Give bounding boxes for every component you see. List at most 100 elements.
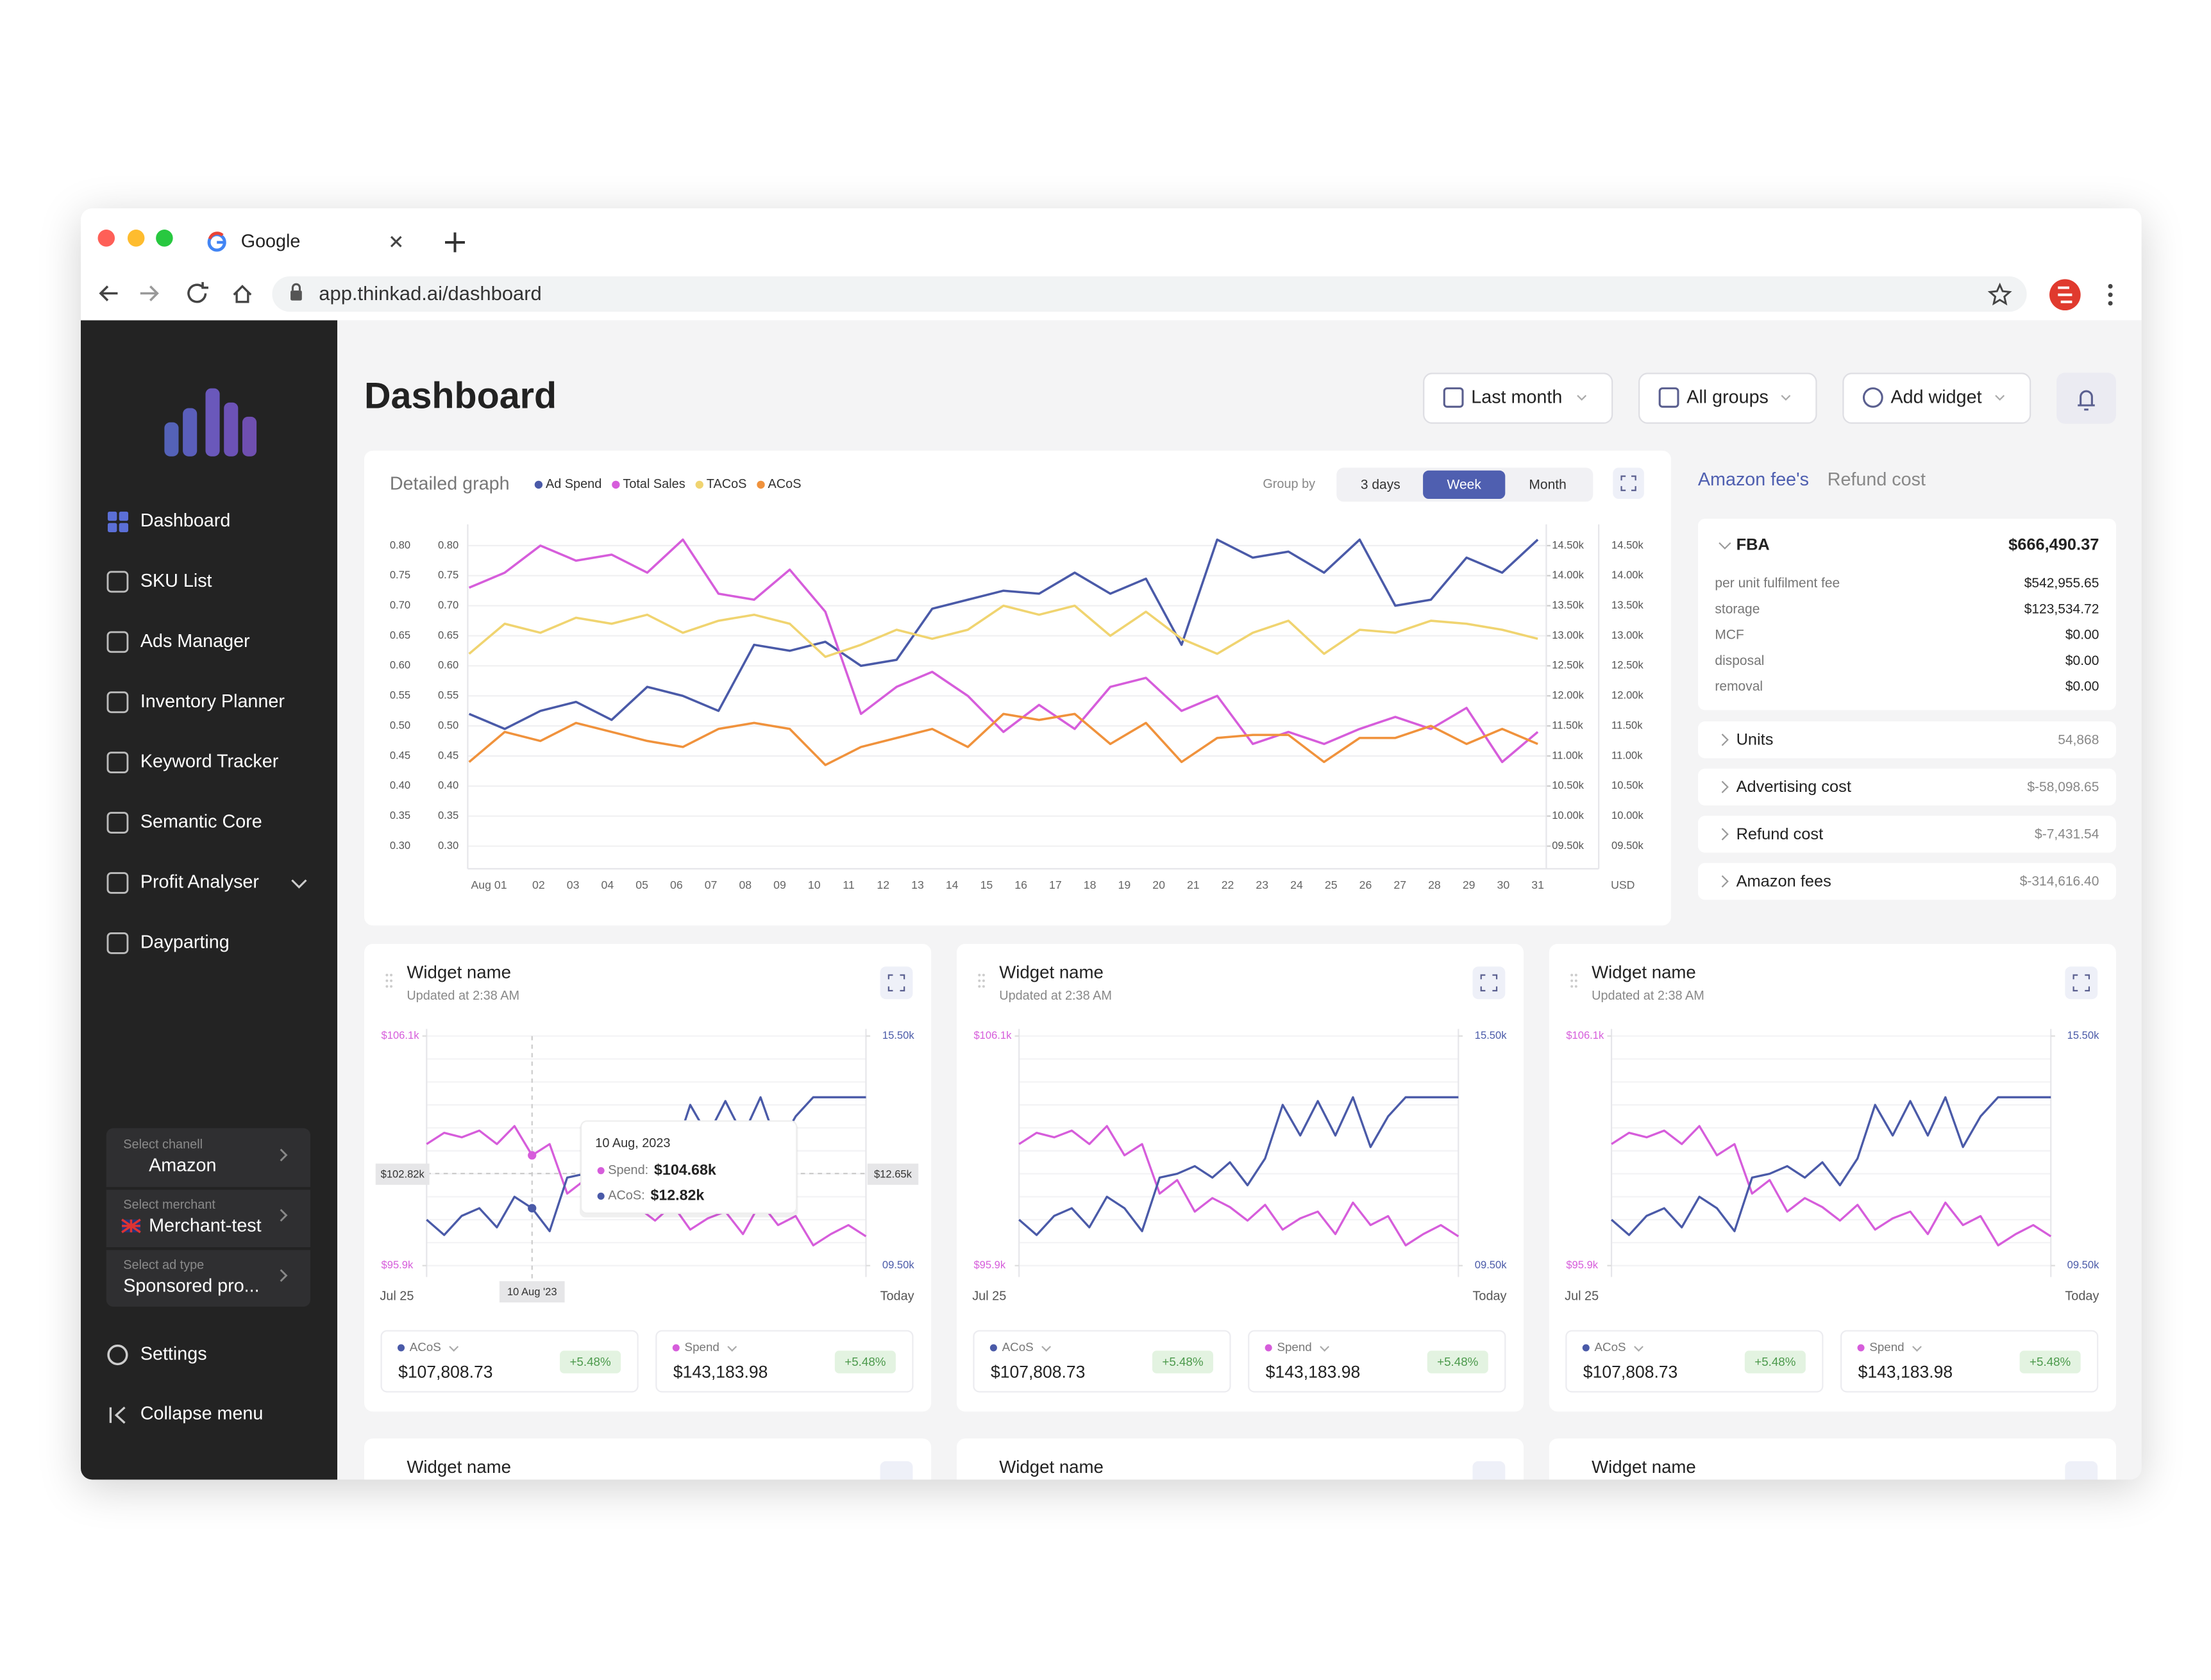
fee-section[interactable]	[1697, 768, 2116, 806]
expand-button[interactable]	[1472, 966, 1506, 1000]
hover-dot	[528, 1151, 537, 1160]
fees-tab[interactable]: Refund cost	[1828, 469, 1926, 490]
selector-value[interactable]: Amazon	[149, 1155, 216, 1176]
button-label[interactable]: All groups	[1686, 387, 1769, 408]
series-line	[468, 538, 1539, 730]
x-tick-label: 04	[601, 878, 614, 891]
nav-label[interactable]: SKU List	[140, 571, 212, 591]
widget: Widget name Updated at 2:38 AM $95.9k $106.…	[972, 962, 1507, 1393]
button-caret	[1577, 394, 1587, 401]
nav-label[interactable]: Profit Analyser	[140, 872, 260, 893]
y-tick-label: 0.70	[438, 599, 458, 611]
nav-label[interactable]: Inventory Planner	[140, 691, 285, 712]
button-caret	[1781, 394, 1791, 401]
x-start-label: Jul 25	[972, 1289, 1006, 1304]
selector-value[interactable]: Merchant-test	[149, 1216, 262, 1236]
x-tick-label: 14	[946, 878, 959, 891]
tooltip	[580, 1120, 798, 1214]
fee-section[interactable]	[1697, 862, 2116, 900]
minimize-dot[interactable]	[127, 230, 145, 247]
y2-tick-label: 14.00k	[1611, 569, 1644, 581]
fee-section[interactable]	[1697, 816, 2116, 853]
y2-tick-label: 09.50k	[1552, 839, 1584, 852]
nav-label[interactable]: Semantic Core	[140, 812, 262, 832]
expand-button[interactable]	[1613, 467, 1644, 500]
stat-change: +5.48%	[2030, 1355, 2071, 1368]
back[interactable]	[99, 285, 118, 301]
fee-value: $123,534.72	[2024, 601, 2099, 616]
expand-button[interactable]	[880, 1461, 913, 1480]
fees-tab[interactable]: Amazon fee's	[1698, 469, 1809, 490]
y2-tick-label: 12.00k	[1552, 689, 1584, 701]
reload[interactable]	[187, 281, 208, 303]
hover-dot	[528, 1204, 537, 1213]
settings-label[interactable]: Settings	[140, 1344, 207, 1365]
header-button[interactable]	[1423, 373, 1613, 424]
notifications-button[interactable]	[2056, 373, 2116, 424]
expand-button[interactable]	[2065, 1461, 2098, 1480]
nav-icon	[107, 523, 117, 532]
nav-label[interactable]: Ads Manager	[140, 631, 250, 651]
nav-label[interactable]: Keyword Tracker	[140, 752, 279, 772]
url-text[interactable]: app.thinkad.ai/dashboard	[319, 282, 541, 305]
nav-label[interactable]: Dashboard	[140, 510, 231, 531]
main-chart: Detailed graph Ad Spend Total Sales TACoS AC…	[390, 467, 1644, 891]
y2-tick-label: 09.50k	[1475, 1259, 1507, 1271]
tab-title[interactable]: Google	[241, 231, 301, 252]
button-label[interactable]: Add widget	[1890, 387, 1981, 408]
zoom-dot[interactable]	[156, 230, 173, 247]
fee-value: $0.00	[2065, 679, 2099, 694]
y2-tick-label: 13.50k	[1552, 599, 1584, 611]
y-tick-label: 0.80	[438, 539, 458, 551]
chevron	[1721, 875, 1729, 888]
stat-value: $107,808.73	[1583, 1363, 1677, 1382]
header-button[interactable]	[1638, 373, 1817, 424]
expand-button[interactable]	[2065, 966, 2098, 1000]
header-button[interactable]	[1842, 373, 2031, 424]
y-tick-label: 0.40	[438, 779, 458, 791]
nav-label[interactable]: Dayparting	[140, 932, 230, 953]
section-value: $-58,098.65	[2027, 780, 2099, 794]
drag-dot	[982, 985, 985, 988]
selector-value[interactable]: Sponsored pro...	[123, 1276, 259, 1297]
home[interactable]	[233, 285, 252, 303]
stat-caret	[1320, 1345, 1330, 1352]
legend-label: TACoS	[707, 477, 747, 491]
logo-bar	[205, 388, 220, 457]
fba-card	[1697, 518, 2116, 710]
stat-dot	[1857, 1344, 1865, 1352]
segment-label[interactable]: 3 days	[1361, 478, 1400, 492]
drag-dot	[1574, 973, 1577, 977]
drag-dot	[385, 985, 389, 988]
button-label[interactable]: Last month	[1471, 387, 1562, 408]
x-tick-label: 29	[1463, 878, 1475, 891]
stat-dot	[1582, 1344, 1590, 1352]
change-pill	[560, 1350, 621, 1373]
selector-arrow	[280, 1269, 288, 1282]
content: Dashboard Last month All groups Add widget D…	[337, 320, 2142, 1480]
segment-label[interactable]: Month	[1529, 478, 1566, 492]
close-dot[interactable]	[97, 230, 115, 247]
series-line	[1611, 1125, 2052, 1247]
expand-button[interactable]	[880, 966, 913, 1000]
drag-dot	[1574, 985, 1577, 988]
stat-caret	[1634, 1345, 1644, 1352]
button-icon	[1443, 387, 1464, 408]
bookmark[interactable]	[1987, 282, 2012, 306]
url-box[interactable]	[272, 276, 2027, 312]
drag-dot	[385, 973, 389, 977]
flag-cross	[121, 1218, 141, 1234]
segment-label[interactable]: Week	[1447, 478, 1482, 492]
section-value: $-314,616.40	[2020, 874, 2099, 889]
x-tick-label: 31	[1531, 878, 1544, 891]
expand-button[interactable]	[1472, 1461, 1506, 1480]
y2-tick-label: 15.50k	[882, 1029, 914, 1041]
new-tab[interactable]	[445, 232, 465, 253]
collapse-label[interactable]: Collapse menu	[140, 1403, 264, 1424]
forward[interactable]	[140, 285, 159, 301]
fee-section[interactable]	[1697, 721, 2116, 759]
y-tick-label: 0.35	[438, 809, 458, 821]
browser-menu[interactable]	[2108, 283, 2113, 306]
y-tick-label: 0.60	[390, 659, 410, 671]
tab-close[interactable]	[390, 236, 402, 248]
